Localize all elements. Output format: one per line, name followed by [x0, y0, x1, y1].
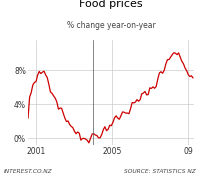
Text: SOURCE: STATISTICS NZ: SOURCE: STATISTICS NZ	[124, 169, 196, 174]
Text: % change year-on-year: % change year-on-year	[67, 21, 155, 30]
Text: INTEREST.CO.NZ: INTEREST.CO.NZ	[4, 169, 53, 174]
Text: Food prices: Food prices	[79, 0, 143, 9]
